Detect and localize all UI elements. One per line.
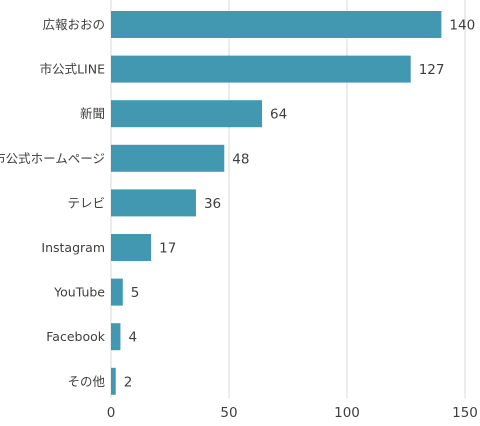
value-labels: 140 127 64 48 36 17 5 4 2 [124, 18, 475, 391]
bar [111, 189, 196, 217]
value-label: 5 [131, 285, 140, 301]
x-tick-label: 150 [452, 405, 478, 421]
value-label: 140 [449, 18, 475, 34]
bar [111, 323, 121, 351]
value-label: 2 [124, 374, 133, 390]
bar [111, 278, 123, 306]
value-label: 4 [128, 330, 137, 346]
category-label: テレビ [67, 195, 105, 210]
category-label: その他 [67, 374, 105, 389]
value-label: 17 [159, 241, 176, 257]
category-label: Facebook [46, 329, 105, 344]
x-tick-label: 50 [220, 405, 237, 421]
x-tick-label: 0 [107, 405, 116, 421]
bar [111, 11, 442, 38]
category-label: 広報おおの [42, 17, 105, 32]
x-axis-ticks: 0 50 100 150 [107, 405, 478, 421]
bar [111, 100, 263, 128]
category-label: 市公式LINE [40, 62, 106, 77]
value-label: 64 [270, 107, 287, 123]
bar [111, 55, 411, 83]
bar [111, 144, 225, 172]
value-label: 127 [419, 62, 445, 78]
category-label: Instagram [41, 240, 105, 255]
category-label: 市公式ホームページ [0, 151, 105, 166]
category-label: YouTube [53, 285, 105, 300]
category-label: 新聞 [80, 106, 105, 121]
value-label: 36 [204, 196, 221, 212]
value-label: 48 [232, 151, 249, 167]
x-tick-label: 100 [334, 405, 360, 421]
bar [111, 367, 116, 395]
bars [111, 11, 442, 395]
bar [111, 234, 152, 261]
